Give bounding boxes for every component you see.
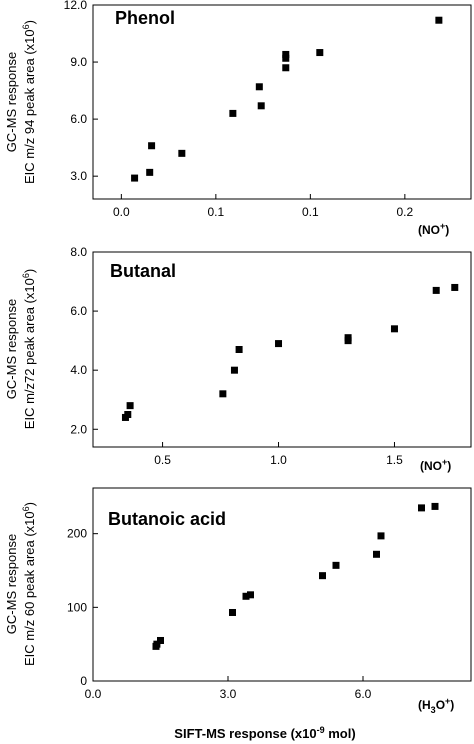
butanal-data-point <box>390 325 398 333</box>
phenol-data-point <box>229 109 237 117</box>
butanal-chart: 0.5 1.0 1.5 2.0 4.0 6.0 8.0 Butanal GC-MS resp… <box>4 245 472 473</box>
butanoic-acid-data-point <box>229 608 236 616</box>
butanal-y-tick-label: 6.0 <box>70 304 87 318</box>
butanal-data-point <box>124 411 132 418</box>
phenol-data-point <box>257 102 265 110</box>
butanoic-acid-data-point <box>242 592 250 600</box>
butanoic-acid-ion-close: ) <box>450 698 454 712</box>
butanoic-acid-ylabel-line2: EIC m/z 60 peak area (x106) <box>21 502 37 666</box>
phenol-ylabel-line1: GC-MS response <box>4 52 19 152</box>
butanoic-acid-chart: 0.0 3.0 6.0 0 100 200 Butanoic acid GC-MS res… <box>4 487 472 715</box>
butanal-data-point <box>126 402 134 410</box>
butanal-ylabel-main: EIC m/z72 peak area (x10 <box>22 278 37 429</box>
butanal-x-tick-label: 0.5 <box>154 453 171 467</box>
butanoic-acid-y-tick-label: 200 <box>67 527 87 541</box>
phenol-x-tick-label: 0.2 <box>397 205 414 219</box>
phenol-ion-label: (NO+) <box>418 221 449 237</box>
phenol-x-tick-label: 0.1 <box>302 205 319 219</box>
phenol-y-tick-label: 6.0 <box>70 112 87 126</box>
butanoic-acid-data-point <box>319 572 326 580</box>
butanoic-acid-data-point <box>373 550 380 558</box>
butanoic-acid-data-point <box>332 561 340 569</box>
phenol-ylabel-main: EIC m/z 94 peak area (x10 <box>22 29 37 184</box>
phenol-data-point <box>282 64 290 72</box>
phenol-data-point <box>146 168 154 176</box>
butanal-ion-sup: + <box>442 457 447 467</box>
butanoic-acid-title: Butanoic acid <box>108 509 226 529</box>
butanoic-acid-y-tick-label: 100 <box>67 600 87 614</box>
butanal-ion-label: (NO+) <box>420 457 451 473</box>
phenol-ylabel-exp: 6 <box>21 24 31 29</box>
butanal-title: Butanal <box>110 261 176 281</box>
phenol-ion-close: ) <box>445 223 449 237</box>
butanal-ion-close: ) <box>447 459 451 473</box>
butanoic-acid-ion-sub: 3 <box>431 705 436 715</box>
butanal-ylabel-line2: EIC m/z72 peak area (x106) <box>21 269 37 429</box>
butanoic-acid-x-tick-label: 3.0 <box>220 687 237 701</box>
butanoic-acid-plot-frame <box>92 487 472 682</box>
butanal-data-point <box>275 340 283 348</box>
butanoic-acid-ylabel-exp: 6 <box>21 506 31 511</box>
butanal-y-tick-label: 8.0 <box>70 245 87 259</box>
butanoic-acid-ion-label: (H3O+) <box>418 696 454 715</box>
phenol-ion-main: (NO <box>418 223 440 237</box>
butanoic-acid-data-point <box>247 591 254 599</box>
butanoic-acid-ylabel-main: EIC m/z 60 peak area (x10 <box>22 511 37 666</box>
phenol-data-point <box>255 83 263 91</box>
butanoic-acid-data-point <box>157 636 164 644</box>
butanal-y-tick-label: 4.0 <box>70 363 87 377</box>
phenol-x-tick-label: 0.1 <box>208 205 225 219</box>
butanal-ylabel-close: ) <box>22 269 37 273</box>
phenol-data-point <box>178 149 186 157</box>
butanal-ylabel-exp: 6 <box>21 273 31 278</box>
butanoic-acid-ion-main: (H <box>418 698 431 712</box>
x-axis-label-end: mol) <box>325 726 356 741</box>
butanal-ion-main: (NO <box>420 459 442 473</box>
butanal-plot-frame <box>92 251 472 448</box>
butanoic-acid-data-point <box>418 504 425 512</box>
butanoic-acid-x-tick-label: 0.0 <box>85 687 102 701</box>
butanal-data-point <box>219 390 227 398</box>
butanoic-acid-ion-sup: + <box>445 696 450 706</box>
phenol-ylabel-close: ) <box>22 20 37 24</box>
butanoic-acid-ylabel-close: ) <box>22 502 37 506</box>
butanoic-acid-data-point <box>377 532 385 540</box>
butanal-x-tick-label: 1.0 <box>270 453 287 467</box>
butanal-data-point <box>451 283 459 291</box>
butanal-ylabel-line1: GC-MS response <box>4 299 19 399</box>
butanal-x-tick-label: 1.5 <box>386 453 403 467</box>
butanal-data-point <box>235 346 243 353</box>
phenol-y-tick-label: 12.0 <box>64 0 88 12</box>
phenol-data-point <box>148 142 156 150</box>
butanoic-acid-data-point <box>153 640 161 648</box>
x-axis-label-exp: -9 <box>317 725 325 735</box>
x-axis-label-main: SIFT-MS response (x10 <box>174 726 316 741</box>
x-axis-label: SIFT-MS response (x10-9 mol) <box>174 725 355 741</box>
phenol-data-point <box>282 54 290 62</box>
butanoic-acid-x-tick-label: 6.0 <box>355 687 372 701</box>
phenol-chart: 0.0 0.1 0.1 0.2 3.0 6.0 9.0 12.0 Phenol GC-MS r… <box>4 0 472 237</box>
butanoic-acid-data-point <box>431 502 439 510</box>
butanoic-acid-y-tick-label: 0 <box>80 674 87 688</box>
phenol-ion-sup: + <box>440 221 445 231</box>
phenol-data-point <box>435 16 443 24</box>
phenol-title: Phenol <box>115 8 175 28</box>
butanal-y-tick-label: 2.0 <box>70 422 87 436</box>
phenol-y-tick-label: 9.0 <box>70 55 87 69</box>
phenol-data-point <box>131 174 139 182</box>
butanoic-acid-ion-mid: O <box>436 698 445 712</box>
butanoic-acid-ylabel-line1: GC-MS response <box>4 534 19 634</box>
butanal-data-point <box>230 366 238 374</box>
phenol-data-point <box>316 49 324 57</box>
butanal-data-point <box>344 334 352 342</box>
phenol-plot-frame <box>92 4 472 200</box>
phenol-y-tick-label: 3.0 <box>70 169 87 183</box>
phenol-ylabel-line2: EIC m/z 94 peak area (x106) <box>21 20 37 184</box>
butanal-data-point <box>432 286 440 294</box>
phenol-data-point <box>282 50 290 58</box>
phenol-x-tick-label: 0.0 <box>113 205 130 219</box>
